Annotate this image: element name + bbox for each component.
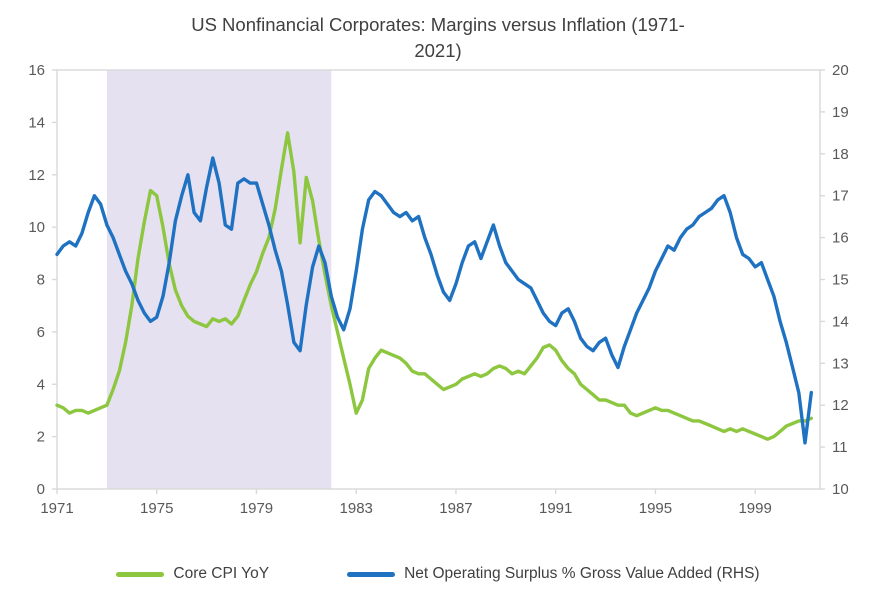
- legend-label-nos-gva: Net Operating Surplus % Gross Value Adde…: [404, 565, 760, 582]
- legend-label-core-cpi: Core CPI YoY: [173, 565, 270, 582]
- left-axis-tick-label: 12: [28, 167, 45, 184]
- legend-item-nos-gva: Net Operating Surplus % Gross Value Adde…: [347, 565, 760, 583]
- right-axis-tick-label: 12: [832, 397, 849, 414]
- left-axis-tick-label: 14: [28, 114, 45, 131]
- left-axis-tick-label: 8: [37, 272, 45, 289]
- chart-title: US Nonfinancial Corporates: Margins vers…: [0, 12, 876, 64]
- right-axis-tick-label: 14: [832, 313, 849, 330]
- green-line-swatch-icon: [116, 571, 165, 577]
- right-axis-tick-label: 17: [832, 188, 849, 205]
- blue-line-swatch-icon: [347, 571, 396, 577]
- x-axis-tick-label: 1971: [40, 500, 73, 517]
- chart-title-line1: US Nonfinancial Corporates: Margins vers…: [191, 14, 685, 35]
- right-axis-tick-label: 10: [832, 481, 849, 498]
- right-axis-tick-label: 11: [832, 439, 848, 456]
- right-axis-tick-label: 20: [832, 64, 849, 79]
- x-axis-tick-label: 1983: [340, 500, 373, 517]
- high-inflation-shaded-band: [106, 70, 332, 489]
- legend-item-core-cpi: Core CPI YoY: [116, 565, 269, 583]
- chart-title-line2: 2021): [414, 40, 462, 61]
- line-chart-plot: 0 2 4 6 8 10 12 14 16 10 11 12 13 14 15 16 17 18 19 20 1971 1…: [28, 62, 849, 517]
- right-axis-tick-label: 15: [832, 272, 849, 289]
- x-axis-tick-label: 1975: [140, 500, 173, 517]
- nos-gva-line: [55, 156, 813, 445]
- x-axis-tick-label: 1979: [240, 500, 273, 517]
- left-axis-tick-label: 6: [37, 324, 45, 341]
- left-axis-tick-label: 10: [28, 219, 45, 236]
- right-axis-tick-label: 16: [832, 230, 849, 247]
- x-axis-tick-label: 1987: [439, 500, 472, 517]
- left-axis-tick-label: 16: [28, 64, 45, 79]
- left-axis-tick-label: 2: [37, 429, 45, 446]
- right-axis-tick-label: 13: [832, 355, 849, 372]
- chart-legend: Core CPI YoY Net Operating Surplus % Gro…: [0, 565, 876, 583]
- x-axis-tick-label: 1991: [539, 500, 572, 517]
- x-axis-tick-label: 1995: [639, 500, 672, 517]
- right-axis-tick-label: 19: [832, 104, 849, 121]
- right-axis-tick-label: 18: [832, 146, 849, 163]
- x-axis-tick-label: 1999: [738, 500, 771, 517]
- left-axis-tick-label: 0: [37, 481, 45, 498]
- core-cpi-line: [55, 131, 813, 441]
- left-axis-tick-label: 4: [37, 376, 45, 393]
